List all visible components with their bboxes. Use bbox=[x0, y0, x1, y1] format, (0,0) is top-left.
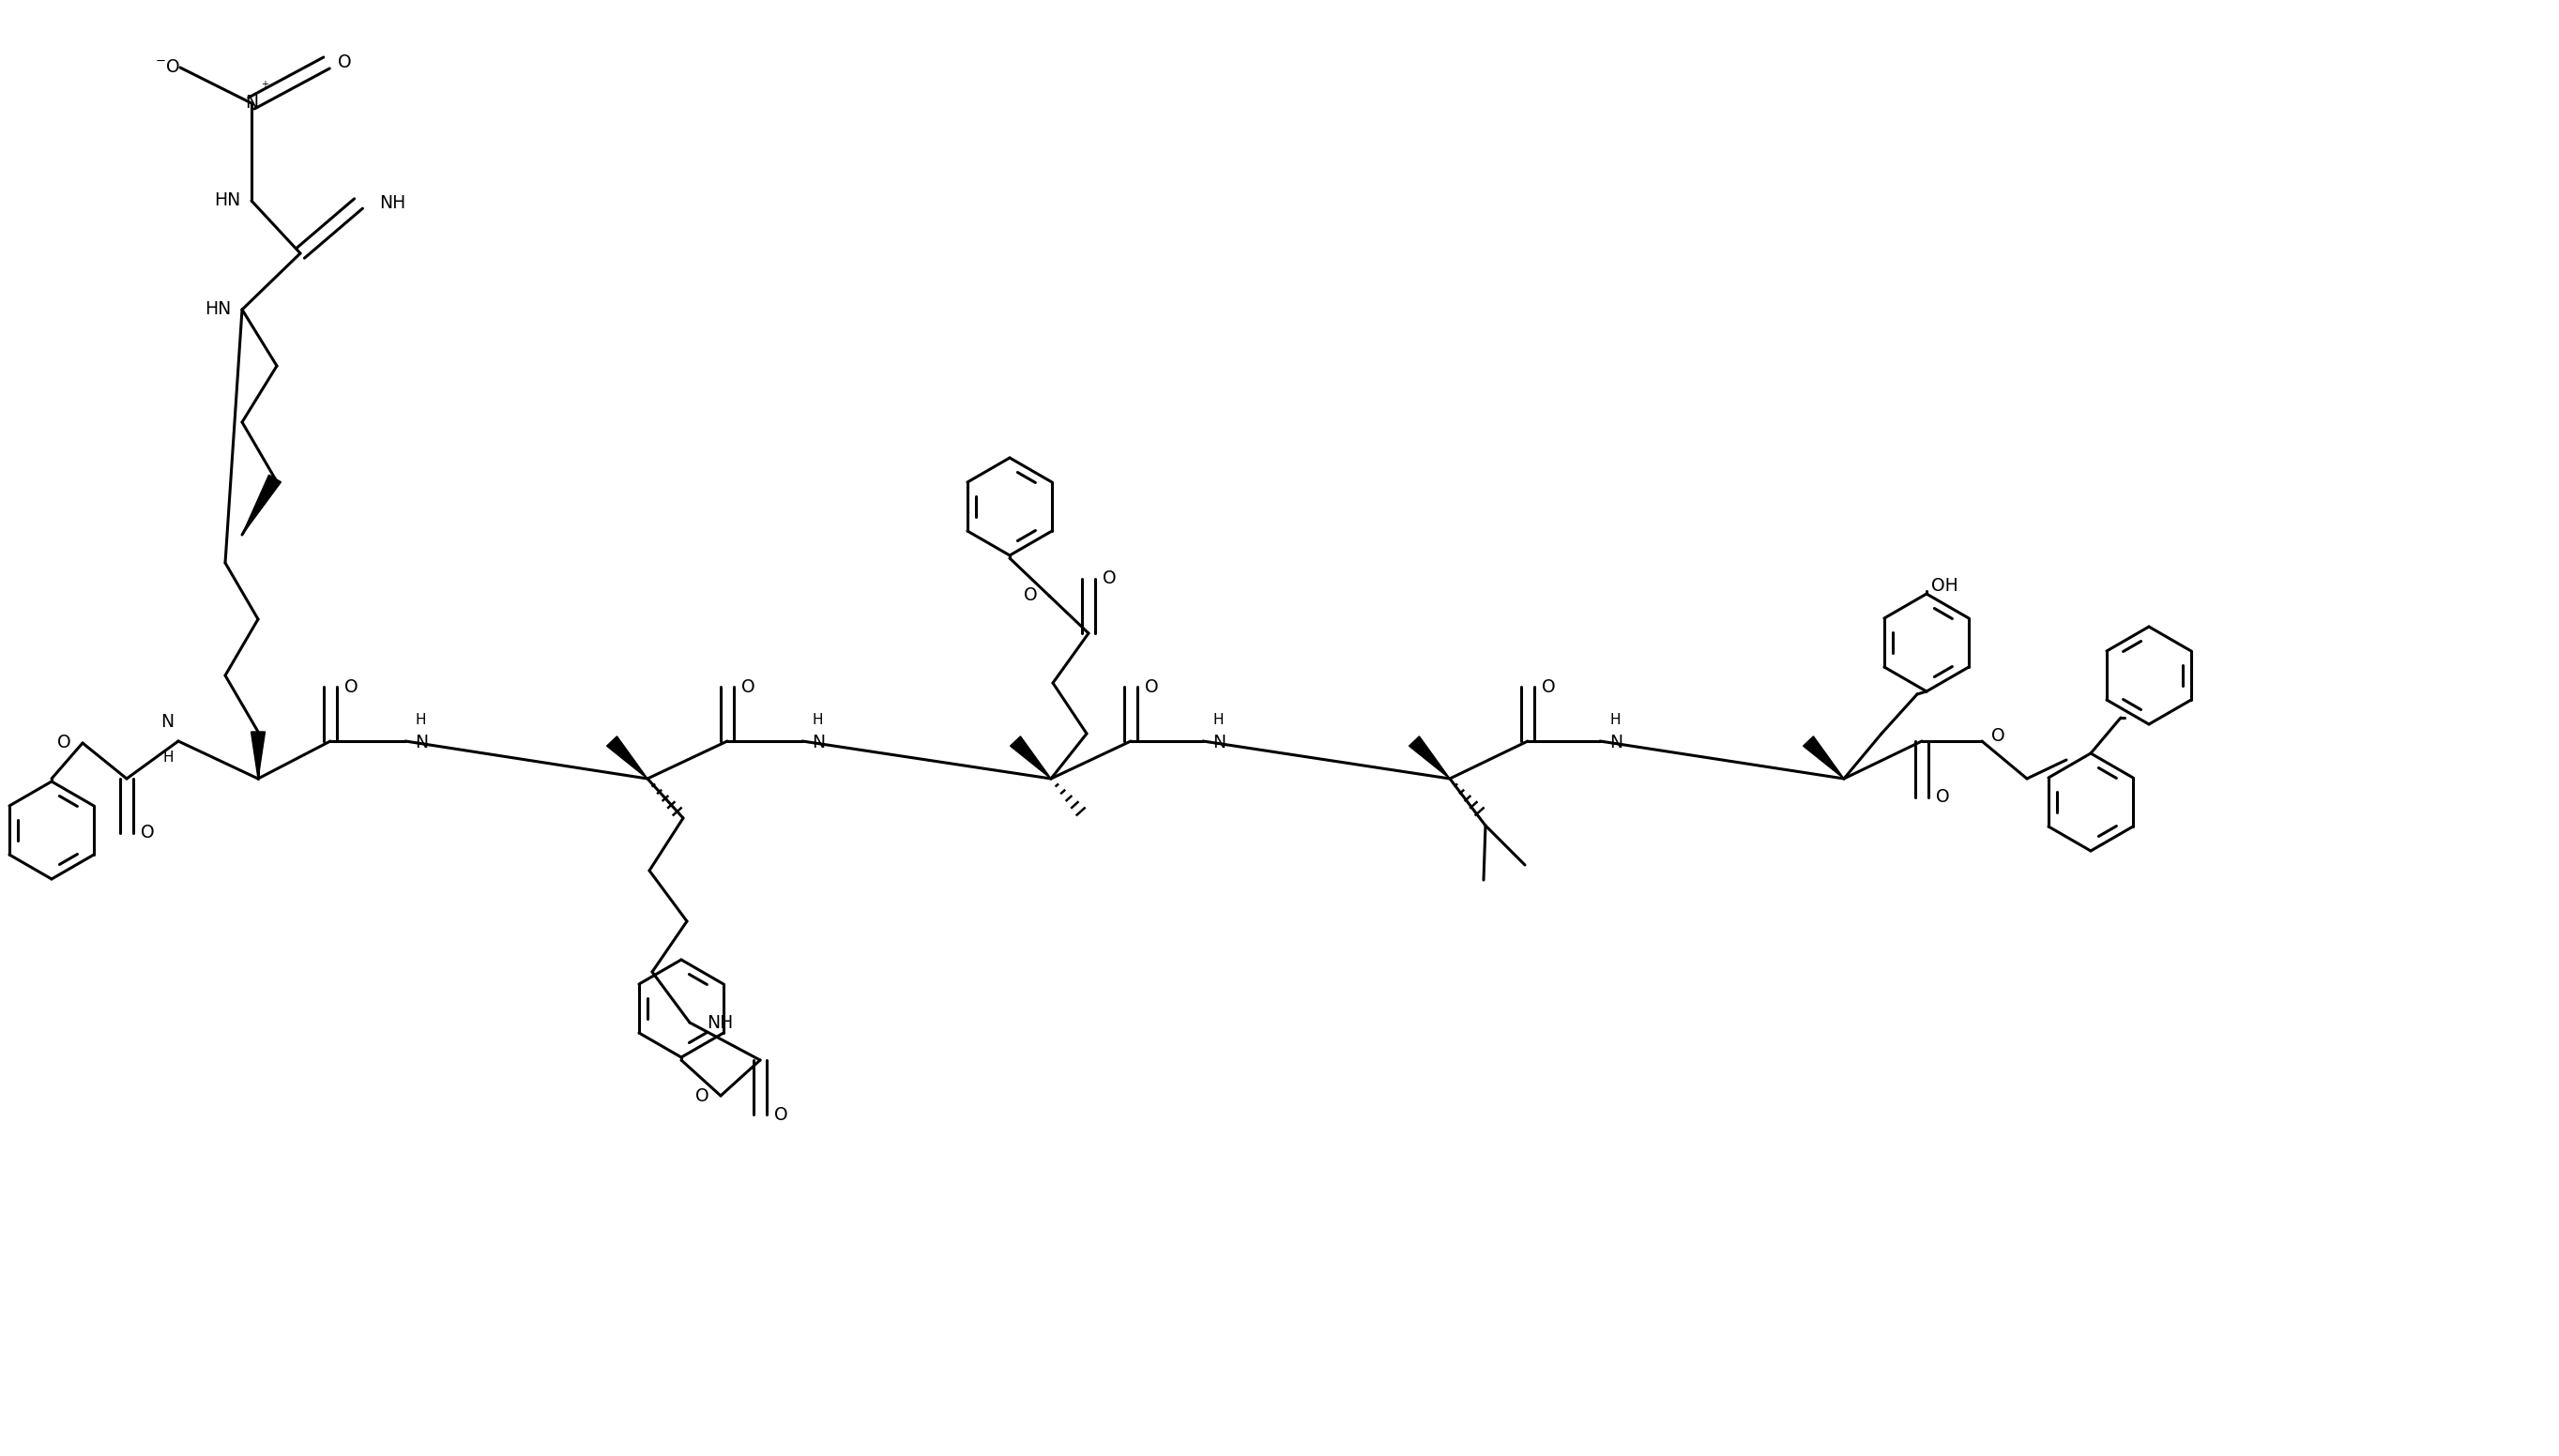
Polygon shape bbox=[1011, 737, 1052, 779]
Text: $^{+}$: $^{+}$ bbox=[261, 80, 269, 93]
Text: N: N bbox=[811, 734, 824, 751]
Text: O: O bbox=[1541, 678, 1556, 696]
Text: H: H bbox=[1213, 713, 1223, 728]
Text: N: N bbox=[161, 713, 174, 731]
Text: O: O bbox=[696, 1086, 709, 1105]
Text: OH: OH bbox=[1932, 578, 1958, 596]
Text: NH: NH bbox=[706, 1013, 732, 1031]
Polygon shape bbox=[251, 732, 266, 779]
Text: NH: NH bbox=[379, 195, 407, 213]
Text: HN: HN bbox=[215, 192, 241, 210]
Text: O: O bbox=[1103, 569, 1116, 588]
Text: H: H bbox=[811, 713, 821, 728]
Text: H: H bbox=[164, 751, 174, 764]
Text: N: N bbox=[1213, 734, 1226, 751]
Text: HN: HN bbox=[205, 301, 230, 319]
Text: N: N bbox=[1610, 734, 1622, 751]
Polygon shape bbox=[1410, 737, 1451, 779]
Text: O: O bbox=[775, 1105, 788, 1124]
Polygon shape bbox=[243, 475, 281, 534]
Polygon shape bbox=[1804, 737, 1845, 779]
Text: O: O bbox=[345, 678, 358, 696]
Text: $^{-}$O: $^{-}$O bbox=[154, 58, 179, 77]
Text: H: H bbox=[415, 713, 425, 728]
Text: O: O bbox=[1937, 789, 1950, 807]
Text: O: O bbox=[1991, 728, 2006, 745]
Text: N: N bbox=[415, 734, 427, 751]
Text: N: N bbox=[246, 95, 258, 112]
Text: O: O bbox=[338, 54, 351, 71]
Text: H: H bbox=[1610, 713, 1620, 728]
Text: O: O bbox=[742, 678, 755, 696]
Text: O: O bbox=[1144, 678, 1159, 696]
Polygon shape bbox=[606, 737, 647, 779]
Text: O: O bbox=[1024, 587, 1039, 604]
Text: O: O bbox=[141, 824, 154, 842]
Text: O: O bbox=[59, 734, 72, 751]
